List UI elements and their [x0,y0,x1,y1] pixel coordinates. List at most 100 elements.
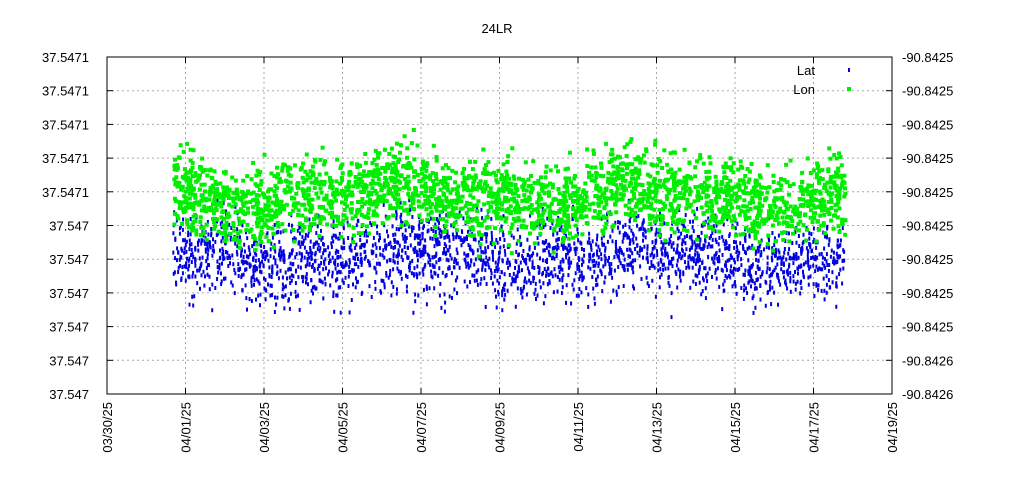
lon-point [509,226,514,231]
lat-point [212,237,214,242]
lat-point [600,257,603,262]
lon-point [341,193,345,198]
lon-point [312,217,316,222]
lat-point [778,279,780,284]
lon-point [320,145,325,150]
lat-point [675,250,678,255]
lat-point [643,244,646,249]
lat-point [807,275,810,280]
lon-point [269,187,273,192]
lat-point [383,282,386,287]
lon-point [530,221,534,226]
lon-point [494,196,499,201]
lon-point [488,171,493,176]
lon-point [763,186,768,190]
lat-point [433,244,436,249]
lon-point [601,214,606,219]
lon-point [671,174,676,179]
lat-point [374,242,377,247]
lat-point [474,257,477,262]
lon-point [575,200,580,205]
lat-point [623,268,626,273]
lat-point [395,291,398,296]
lat-point [206,263,209,267]
lon-point [393,197,397,201]
lon-point [185,141,190,146]
lat-point [363,233,366,238]
lat-point [733,239,735,244]
lon-point [500,207,505,212]
lat-point [339,270,342,275]
lat-point [413,266,416,271]
lat-point [194,260,197,265]
lat-point [648,266,651,271]
lat-point [640,226,642,231]
lat-point [733,266,735,271]
lat-point [706,245,709,249]
lat-point [693,212,696,217]
lon-point [835,172,840,177]
lon-point [506,243,511,248]
lat-point [462,216,465,221]
lat-point [597,244,600,249]
lon-point [330,214,334,219]
lat-point [412,247,415,252]
lon-point [642,160,647,165]
lat-point [395,227,398,231]
lon-point [756,192,761,196]
lat-point [264,277,267,282]
lon-point [460,171,465,175]
lat-point [307,282,309,287]
lat-point [498,275,501,280]
lat-point [768,267,771,272]
lon-point [372,157,377,162]
lat-point [225,209,228,214]
lon-point [595,183,600,188]
lat-point [244,267,247,272]
lat-point [750,284,752,289]
lon-point [455,189,460,194]
lat-point [463,279,466,284]
lat-point [342,265,344,269]
lat-point [775,250,778,255]
lon-point [404,180,409,185]
lat-point [585,286,588,291]
lon-point [494,202,499,207]
lon-point [191,148,196,153]
lat-point [352,255,355,260]
lon-point [202,204,207,209]
lat-point [372,236,375,240]
lon-point [678,191,682,196]
lon-point [682,147,687,152]
lat-point [189,217,192,221]
lat-point [475,278,478,283]
lat-point [403,222,406,227]
lat-point [642,238,644,243]
lon-point [446,188,451,193]
lat-point [213,249,215,254]
lat-point [200,241,203,246]
lon-point [744,204,749,209]
lat-point [724,246,727,251]
lat-point [304,236,307,241]
lat-point [624,223,627,227]
lon-point [810,220,815,225]
lon-point [653,138,658,143]
lat-point [265,250,268,255]
lon-point [257,188,262,192]
lon-point [524,188,529,193]
lon-point [822,208,827,213]
lat-point [698,280,701,285]
lat-point [778,255,781,260]
lon-point [335,190,340,195]
lat-point [300,258,303,263]
lat-point [200,273,203,278]
lat-point [342,237,345,242]
lon-point [828,185,833,190]
lat-point [469,244,472,249]
lon-point [368,181,373,186]
lon-point [829,197,834,202]
lat-point [519,235,522,239]
lon-point [402,201,407,205]
lon-point [631,176,636,181]
